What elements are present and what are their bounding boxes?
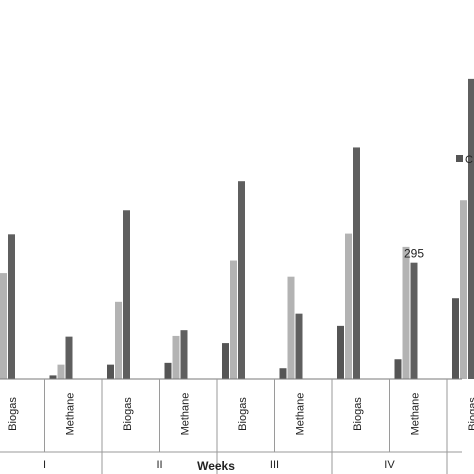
bar [115, 301, 122, 379]
legend-swatch [456, 155, 463, 162]
bar [222, 343, 229, 379]
tick-labels: Biogas Methane Biogas Methane Biogas Methane B… [7, 393, 474, 471]
tick-label-week: II [156, 459, 162, 471]
bar [172, 335, 180, 379]
bar [460, 200, 467, 379]
tick-label-series: Biogas [7, 397, 19, 431]
legend-label: C [465, 154, 473, 166]
bar [402, 246, 410, 379]
bar [287, 276, 295, 379]
bar [394, 359, 402, 379]
bar [57, 364, 65, 379]
tick-label-series: Methane [64, 393, 76, 436]
bar [410, 262, 418, 379]
tick-label-series: Methane [409, 393, 421, 436]
bar [164, 362, 172, 379]
tick-label-series: Methane [294, 393, 306, 436]
tick-label-week: I [43, 459, 46, 471]
tick-label-series: Biogas [352, 397, 364, 431]
bars [0, 78, 474, 379]
bar [337, 325, 344, 379]
bar [0, 273, 7, 379]
bar [279, 368, 287, 379]
tick-label-week: III [270, 459, 279, 471]
tick-label-week: IV [384, 459, 395, 471]
x-axis-label: Weeks [197, 459, 235, 473]
category-separators [0, 379, 462, 474]
bar [8, 234, 15, 379]
bar [180, 330, 188, 379]
data-label: 295 [404, 247, 424, 261]
bar [123, 210, 130, 379]
data-labels: 295990895 [404, 247, 424, 261]
tick-label-series: Biogas [467, 397, 474, 431]
bar [468, 78, 474, 379]
bar [452, 298, 459, 379]
bar [295, 313, 303, 379]
bar [49, 375, 57, 379]
tick-label-series: Biogas [122, 397, 134, 431]
bar [230, 260, 237, 379]
bar [353, 147, 360, 379]
bar [345, 233, 352, 379]
bar [238, 181, 245, 379]
tick-label-series: Methane [179, 393, 191, 436]
tick-label-series: Biogas [237, 397, 249, 431]
bar [107, 364, 114, 379]
bar [65, 336, 73, 379]
